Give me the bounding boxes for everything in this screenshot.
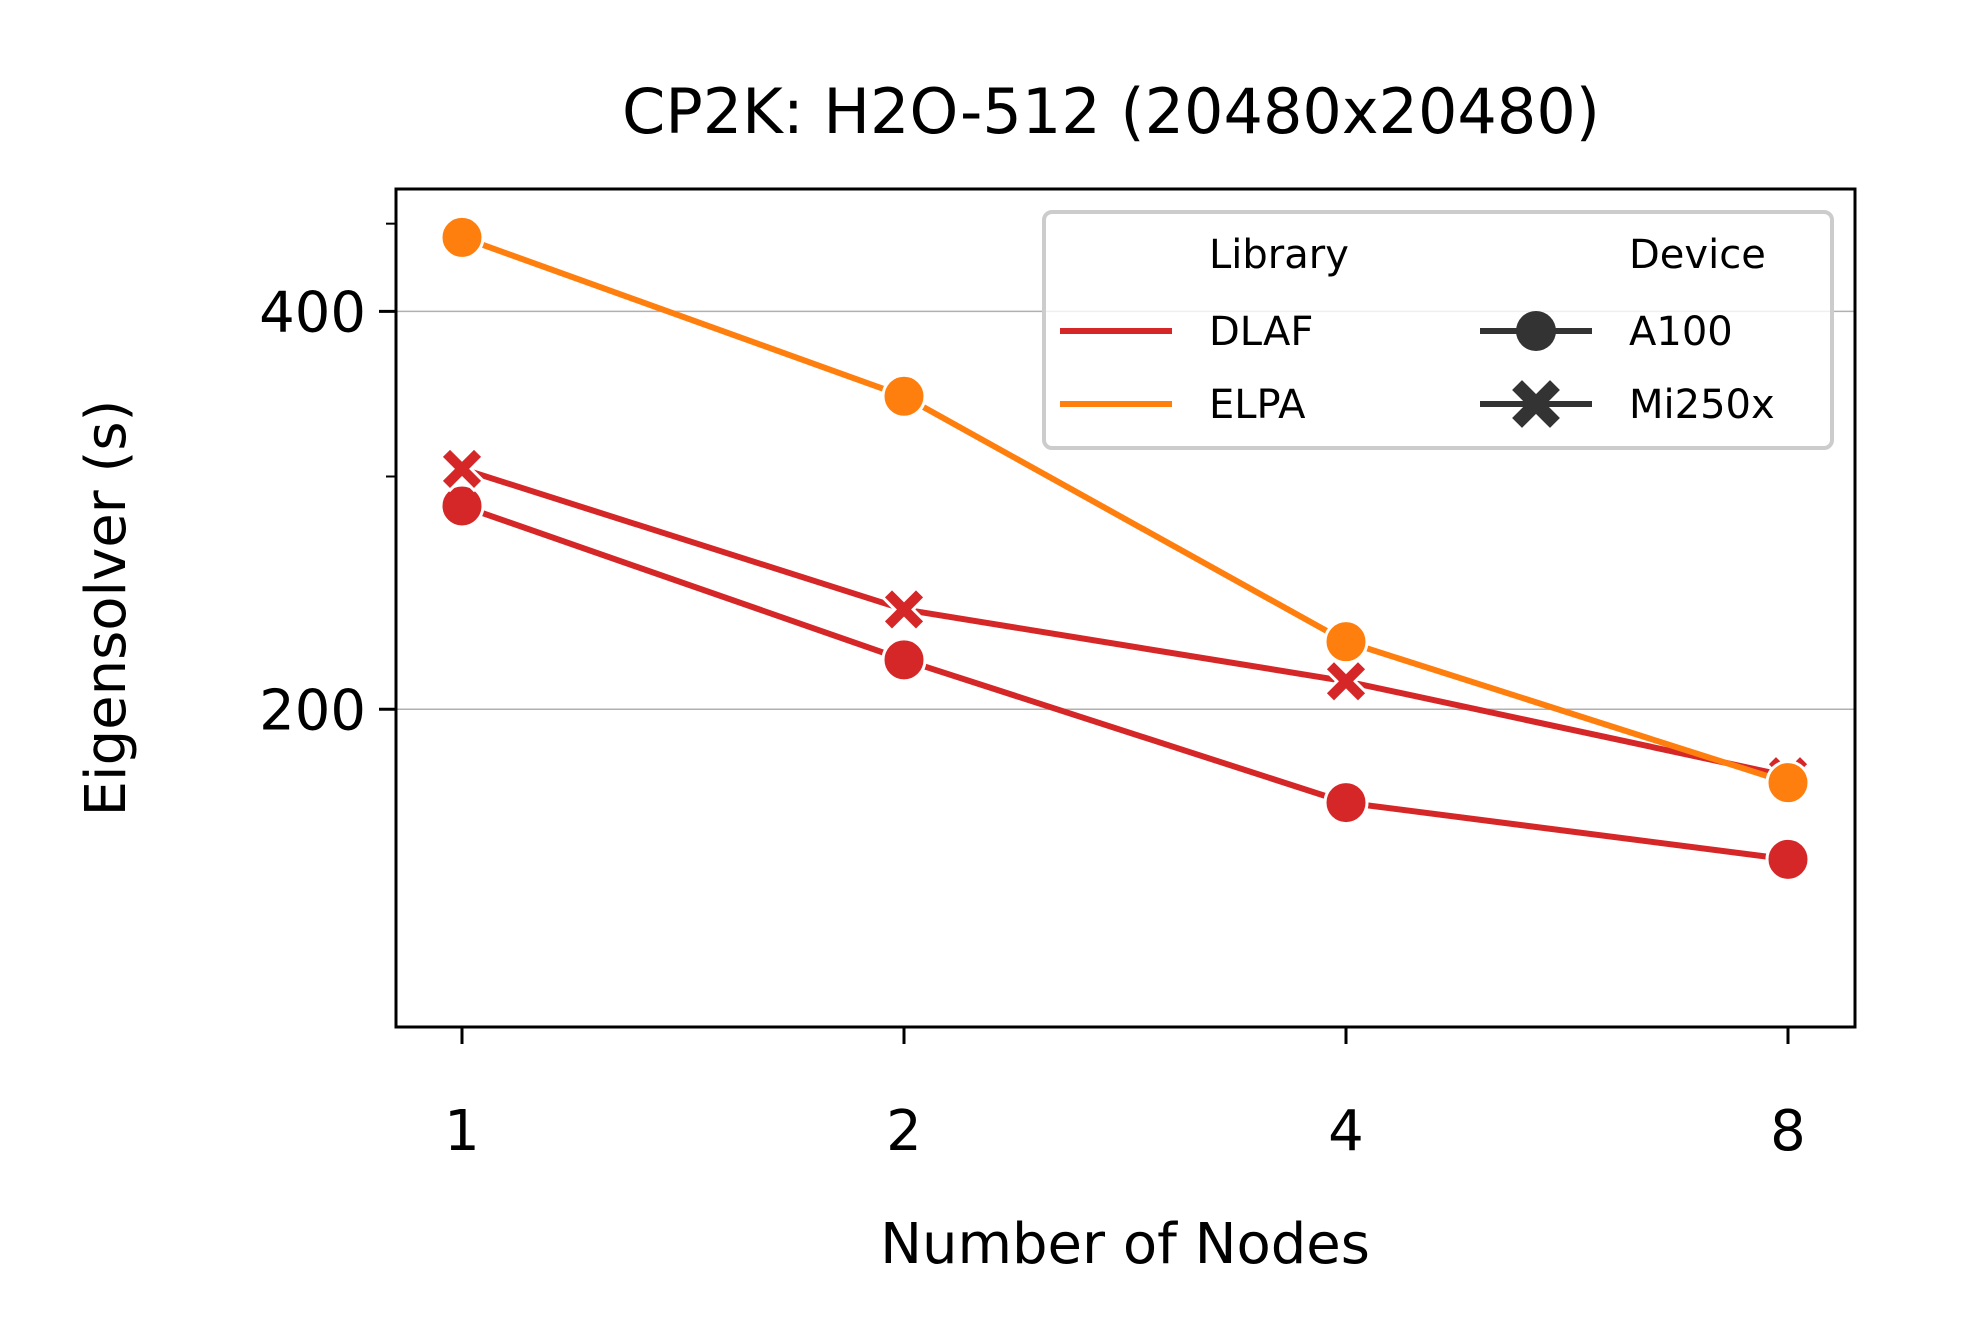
legend-mi250x-marker: [1512, 380, 1560, 428]
point-dlaf-a100: [1765, 836, 1811, 882]
point-dlaf-a100: [881, 637, 927, 683]
point-dlaf-a100: [439, 483, 485, 529]
point-cross: [884, 590, 924, 629]
series-layer: [438, 214, 1812, 882]
axes: 200 400 1 2 4 8: [259, 222, 1806, 1164]
y-tick-label: 400: [259, 280, 366, 345]
series-line-elpa-a100: [460, 234, 1789, 786]
legend: Library Device DLAF ELPA A100 Mi250x: [1042, 210, 1834, 450]
point-dlaf-mi250x: [1322, 657, 1370, 705]
point-dlaf-a100: [1323, 780, 1369, 826]
chart-title: CP2K: H2O-512 (20480x20480): [622, 75, 1600, 148]
point-elpa-a100: [1765, 760, 1811, 806]
point-elpa-a100: [1323, 619, 1369, 665]
x-tick-label: 4: [1328, 1099, 1364, 1164]
point-elpa-a100: [881, 373, 927, 419]
y-tick-label: 200: [259, 678, 366, 743]
legend-box: [1042, 210, 1834, 450]
x-axis-label: Number of Nodes: [880, 1212, 1370, 1277]
x-tick-label: 1: [444, 1099, 480, 1164]
legend-elpa-label: ELPA: [1209, 382, 1306, 428]
series-line-dlaf-a100: [461, 503, 1789, 863]
series-line-dlaf-mi250x: [461, 466, 1789, 780]
point-dlaf-mi250x: [880, 586, 928, 633]
legend-title-device: Device: [1629, 232, 1766, 278]
legend-mi250x-label: Mi250x: [1629, 382, 1775, 428]
point-cross: [442, 449, 482, 488]
legend-a100-label: A100: [1629, 309, 1733, 355]
point-dlaf-mi250x: [438, 445, 486, 493]
legend-title-library: Library: [1209, 232, 1349, 278]
y-axis-label: Eigensolver (s): [74, 400, 139, 817]
legend-a100-marker: [1516, 311, 1556, 351]
x-tick-label: 8: [1770, 1099, 1806, 1164]
point-elpa-a100: [439, 214, 485, 260]
point-cross: [1326, 662, 1366, 701]
legend-dlaf-label: DLAF: [1209, 309, 1313, 355]
x-tick-label: 2: [886, 1099, 922, 1164]
plot-frame: [394, 187, 1857, 1029]
